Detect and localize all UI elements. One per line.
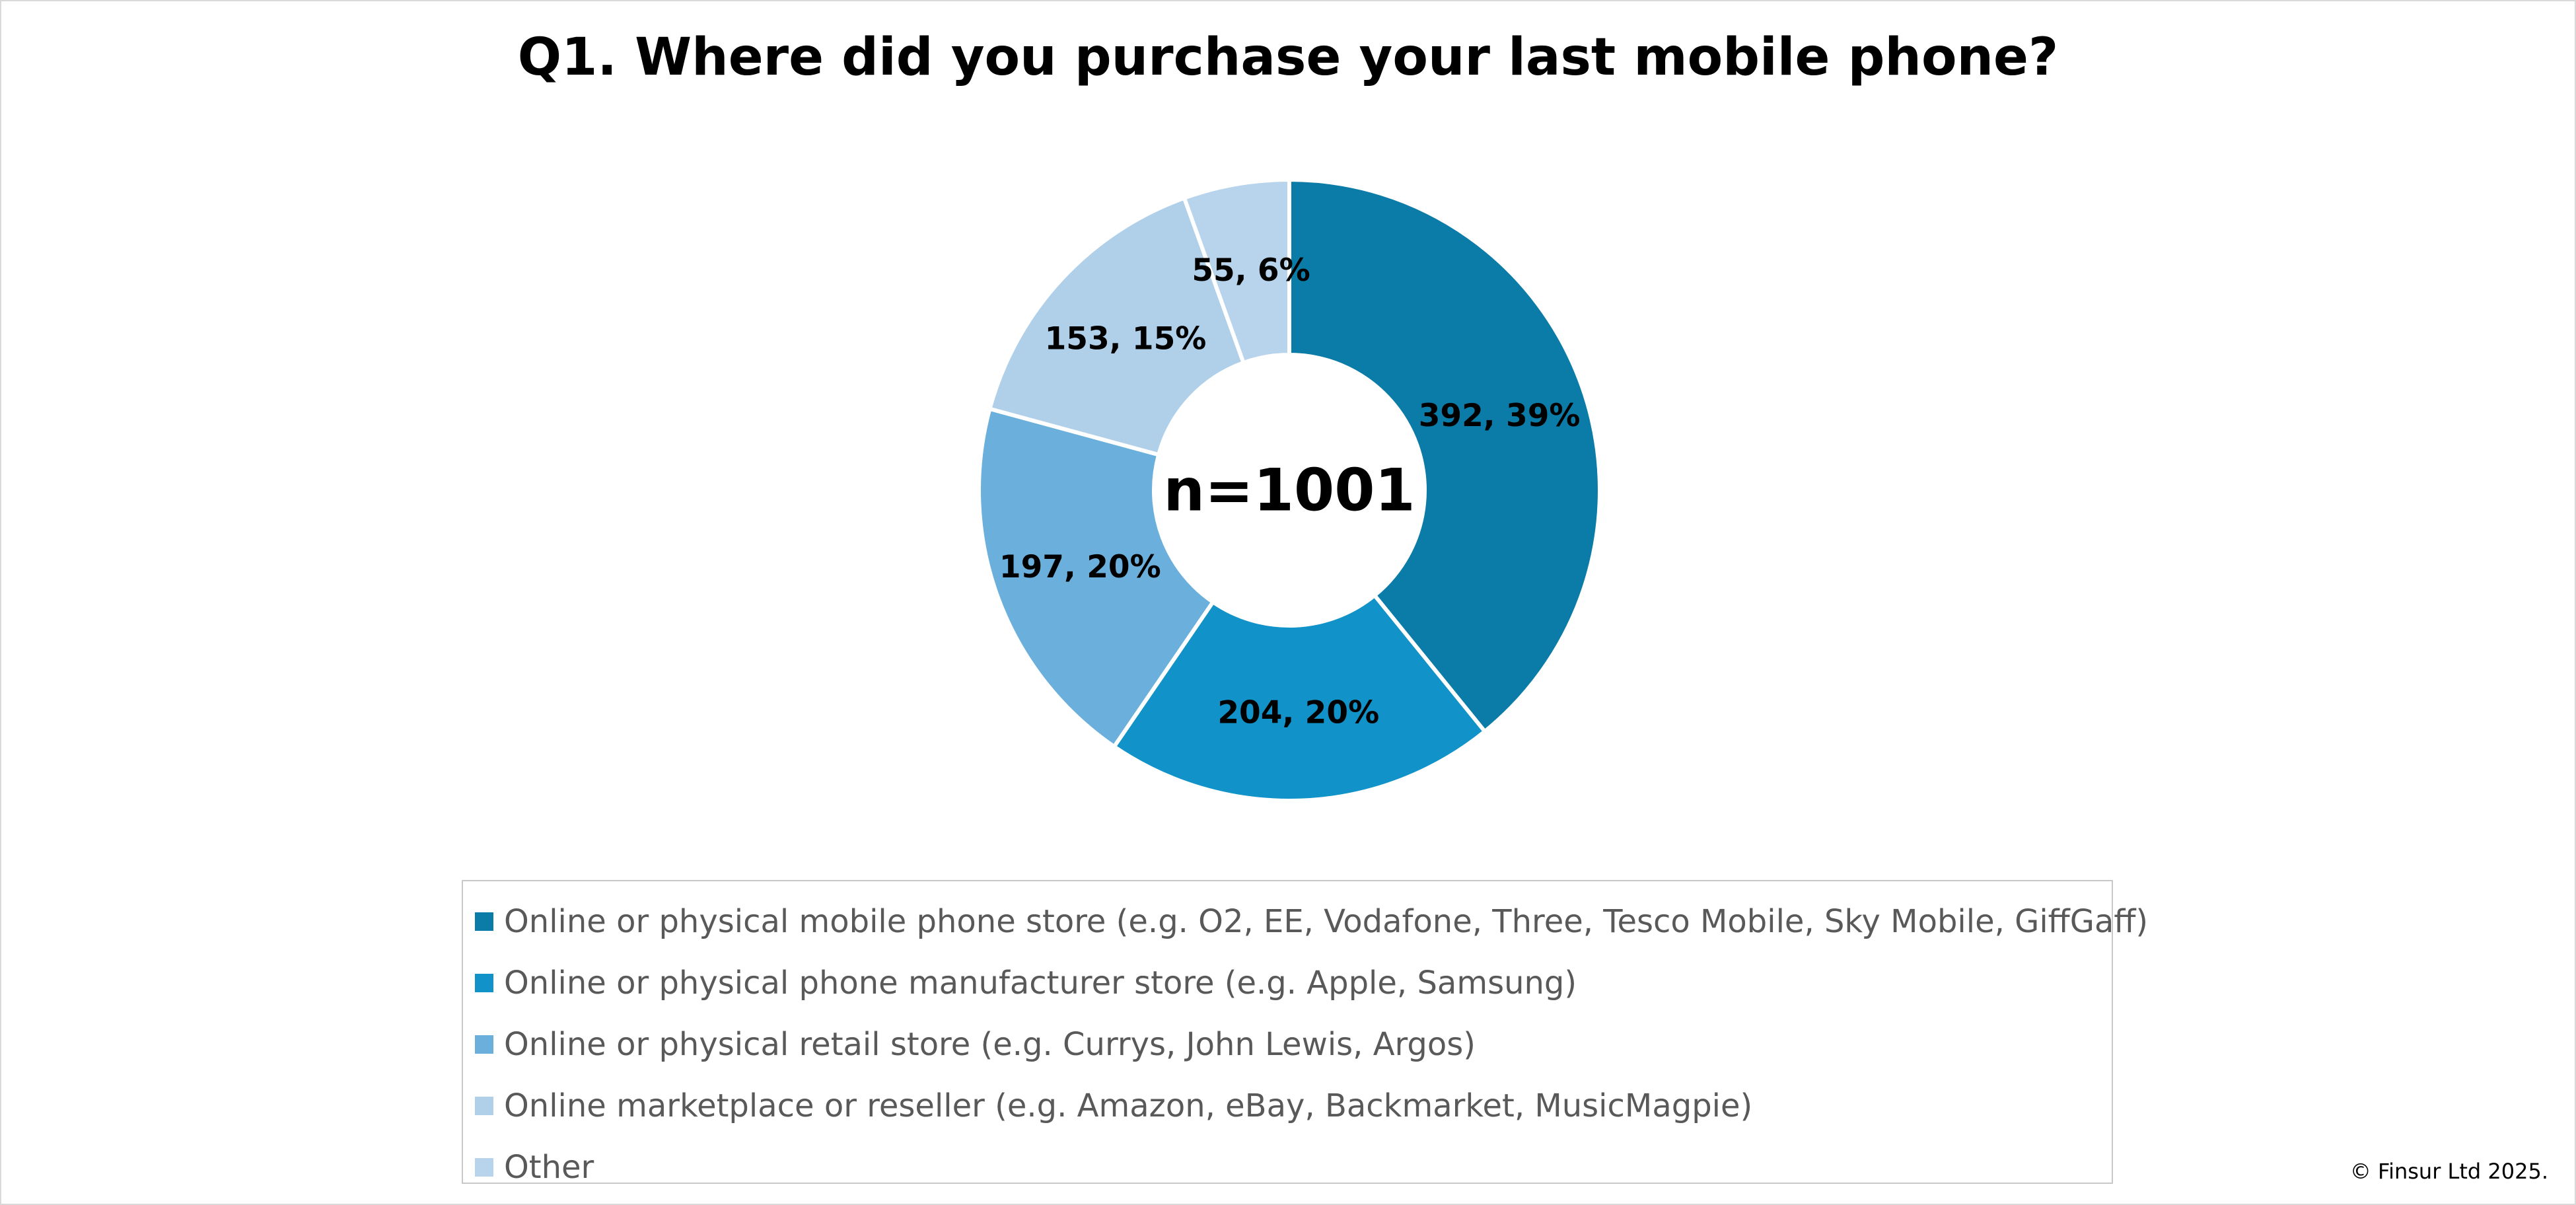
chart-title: Q1. Where did you purchase your last mob… [517, 28, 2059, 87]
legend-swatch [475, 1157, 493, 1177]
donut-slice-2 [1111, 593, 1488, 803]
legend-swatch [475, 973, 493, 992]
donut-slice-3 [977, 406, 1216, 750]
slice-label-3: 197, 20% [999, 549, 1161, 585]
legend-item-4: Online marketplace or reseller (e.g. Ama… [463, 1075, 2112, 1136]
donut-slices [977, 177, 1602, 803]
copyright-notice: © Finsur Ltd 2025. [2349, 1159, 2548, 1184]
legend-swatch [475, 1096, 493, 1115]
legend-item-2: Online or physical phone manufacturer st… [463, 952, 2112, 1013]
donut-slice-1 [1287, 177, 1602, 735]
center-label: n=1001 [1163, 456, 1415, 525]
donut-slice-5 [1182, 177, 1291, 365]
slice-labels: 392, 39% 204, 20% 197, 20% 153, 15% 55, 6% [999, 252, 1581, 731]
legend-item-1: Online or physical mobile phone store (e… [463, 891, 2148, 952]
legend-item-5: Other [463, 1136, 2112, 1198]
legend-label: Online marketplace or reseller (e.g. Ama… [504, 1087, 1753, 1124]
donut-slice-4 [987, 195, 1246, 457]
legend-label: Other [504, 1148, 594, 1186]
legend-label: Online or physical retail store (e.g. Cu… [504, 1025, 1476, 1063]
slice-label-5: 55, 6% [1192, 252, 1310, 289]
legend-swatch [475, 1035, 493, 1054]
legend-label: Online or physical mobile phone store (e… [504, 902, 2149, 940]
donut-chart: 392, 39% 204, 20% 197, 20% 153, 15% 55, 6% n… [977, 177, 1602, 803]
legend-swatch [475, 912, 493, 931]
slice-label-4: 153, 15% [1045, 321, 1207, 357]
slice-label-2: 204, 20% [1217, 695, 1379, 731]
legend-items: Online or physical mobile phone store (e… [463, 891, 2148, 1198]
slice-label-1: 392, 39% [1419, 398, 1581, 434]
legend-item-3: Online or physical retail store (e.g. Cu… [463, 1013, 2112, 1075]
chart-legend: Online or physical mobile phone store (e… [462, 880, 2148, 1186]
legend-label: Online or physical phone manufacturer st… [504, 964, 1577, 1002]
